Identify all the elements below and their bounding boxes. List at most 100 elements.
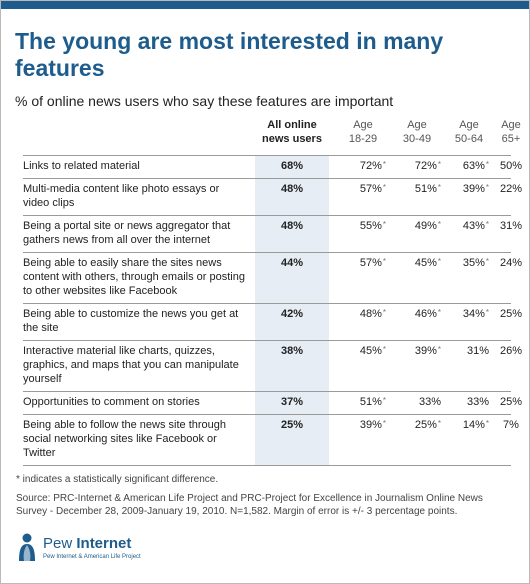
value-all: 25% xyxy=(255,418,329,432)
logo-tagline: Pew Internet & American Life Project xyxy=(43,554,141,560)
value-text: 39% xyxy=(414,345,437,357)
significance-star: * xyxy=(485,308,489,317)
value-text: 46% xyxy=(414,308,437,320)
value-text: 31% xyxy=(499,220,523,232)
value-all: 48% xyxy=(255,182,329,196)
table-row: Being able to customize the news you get… xyxy=(23,303,522,340)
table-row: Links to related material 68% 72%* 72%* 63%*… xyxy=(23,155,522,178)
header-age3-line1: Age xyxy=(459,119,479,131)
row-label: Being able to easily share the sites new… xyxy=(23,257,245,297)
significance-star: * xyxy=(437,308,441,317)
significance-star: * xyxy=(485,220,489,229)
value-50-64: 43%* xyxy=(443,219,489,233)
value-50-64: 14%* xyxy=(443,418,489,432)
value-65-plus: 26% xyxy=(491,344,530,358)
chart-title: The young are most interested in many fe… xyxy=(15,28,444,81)
table-row: Being able to follow the news site throu… xyxy=(23,414,519,465)
header-age1-line1: Age xyxy=(353,119,373,131)
value-all: 48% xyxy=(255,219,329,233)
value-text: 24% xyxy=(499,257,523,269)
value-18-29: 45%* xyxy=(336,344,386,358)
header-age4-line2: 65+ xyxy=(501,133,521,145)
value-65-plus: 22% xyxy=(491,182,530,196)
value-50-64: 31% xyxy=(443,344,489,358)
value-18-29: 51%* xyxy=(336,395,386,409)
header-all-line1: All online xyxy=(267,119,317,131)
significance-star: * xyxy=(382,257,386,266)
value-text: 25% xyxy=(414,419,437,431)
logo-wordmark: Pew Internet xyxy=(43,535,131,552)
significance-star: * xyxy=(382,345,386,354)
value-text: 49% xyxy=(414,220,437,232)
value-text: 45% xyxy=(414,257,437,269)
value-text: 51% xyxy=(414,183,437,195)
pew-internet-logo: Pew Internet Pew Internet & American Lif… xyxy=(15,532,195,564)
value-text: 31% xyxy=(466,345,489,357)
table-row: Interactive material like charts, quizze… xyxy=(23,340,522,391)
value-text: 43% xyxy=(462,220,485,232)
value-text: 37% xyxy=(280,396,304,408)
value-text: 55% xyxy=(359,220,382,232)
value-30-49: 25%* xyxy=(389,418,441,432)
value-65-plus: 50% xyxy=(491,159,530,173)
value-30-49: 33% xyxy=(389,395,441,409)
table-bottom-rule xyxy=(23,465,511,466)
value-text: 42% xyxy=(280,308,304,320)
value-30-49: 72%* xyxy=(389,159,441,173)
significance-star: * xyxy=(437,257,441,266)
value-text: 7% xyxy=(503,419,519,431)
significance-star: * xyxy=(382,396,386,405)
value-text: 57% xyxy=(359,257,382,269)
value-text: 45% xyxy=(359,345,382,357)
significance-star: * xyxy=(382,308,386,317)
value-30-49: 49%* xyxy=(389,219,441,233)
value-all: 37% xyxy=(255,395,329,409)
significance-star: * xyxy=(382,160,386,169)
header-age2-line1: Age xyxy=(407,119,427,131)
value-50-64: 63%* xyxy=(443,159,489,173)
value-18-29: 55%* xyxy=(336,219,386,233)
value-all: 44% xyxy=(255,256,329,270)
significance-star: * xyxy=(382,183,386,192)
header-age-50-64: Age 50-64 xyxy=(443,118,495,146)
row-label: Multi-media content like photo essays or… xyxy=(23,183,220,209)
data-table: All online news users Age 18-29 Age 30-4… xyxy=(23,118,522,466)
logo-word-pew: Pew xyxy=(43,535,73,552)
row-label: Being able to customize the news you get… xyxy=(23,308,239,334)
table-row: Opportunities to comment on stories 37% 51… xyxy=(23,391,522,414)
value-30-49: 39%* xyxy=(389,344,441,358)
chart-subtitle: % of online news users who say these fea… xyxy=(15,93,394,109)
value-text: 22% xyxy=(499,183,523,195)
header-age4-line1: Age xyxy=(501,119,521,131)
significance-star: * xyxy=(437,345,441,354)
value-18-29: 57%* xyxy=(336,182,386,196)
value-18-29: 48%* xyxy=(336,307,386,321)
pew-person-icon xyxy=(19,533,35,561)
value-text: 57% xyxy=(359,183,382,195)
significance-star: * xyxy=(485,419,489,428)
header-age-18-29: Age 18-29 xyxy=(336,118,390,146)
value-text: 48% xyxy=(359,308,382,320)
value-text: 48% xyxy=(280,183,304,195)
value-65-plus: 31% xyxy=(491,219,530,233)
value-text: 72% xyxy=(414,160,437,172)
value-text: 72% xyxy=(359,160,382,172)
logo-word-internet: Internet xyxy=(76,535,132,552)
significance-star: * xyxy=(382,220,386,229)
table-header: All online news users Age 18-29 Age 30-4… xyxy=(23,118,521,155)
header-age3-line2: 50-64 xyxy=(454,133,484,145)
value-50-64: 34%* xyxy=(443,307,489,321)
header-age2-line2: 30-49 xyxy=(402,133,432,145)
header-age1-line2: 18-29 xyxy=(348,133,378,145)
value-text: 25% xyxy=(280,419,304,431)
value-text: 14% xyxy=(462,419,485,431)
value-text: 25% xyxy=(499,308,523,320)
table-row: Multi-media content like photo essays or… xyxy=(23,178,522,215)
value-text: 33% xyxy=(418,396,441,408)
value-text: 39% xyxy=(462,183,485,195)
value-text: 68% xyxy=(280,160,304,172)
value-text: 26% xyxy=(499,345,523,357)
row-label: Opportunities to comment on stories xyxy=(23,396,200,408)
value-text: 38% xyxy=(280,345,304,357)
